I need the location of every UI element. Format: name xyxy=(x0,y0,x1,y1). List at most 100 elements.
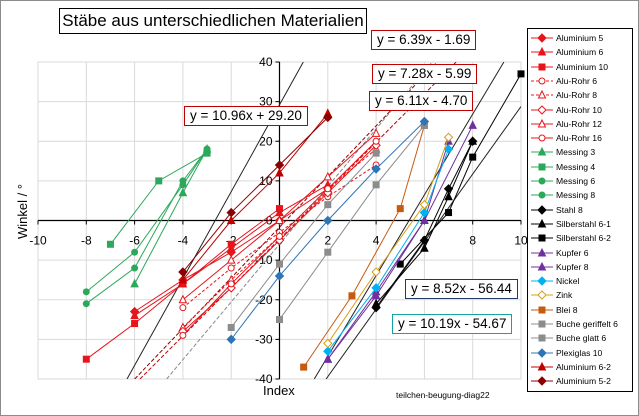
data-point xyxy=(179,331,187,339)
x-tick-label: 8 xyxy=(469,234,476,248)
y-tick-label: 20 xyxy=(259,134,273,148)
data-point xyxy=(371,283,381,293)
legend-marker xyxy=(537,104,547,115)
legend-marker xyxy=(538,77,546,85)
legend-item: Aluminium 10 xyxy=(528,61,632,73)
data-point xyxy=(323,346,333,356)
data-point xyxy=(444,191,453,201)
data-point xyxy=(396,205,404,213)
data-point xyxy=(468,136,478,145)
legend-marker xyxy=(537,376,547,386)
legend-swatch xyxy=(531,191,553,199)
data-point xyxy=(324,185,332,193)
legend-marker xyxy=(537,218,547,228)
series-line xyxy=(86,148,208,305)
series-11 xyxy=(82,145,211,308)
legend-item: Alu-Rohr 12 xyxy=(528,118,632,130)
y-tick-label: -30 xyxy=(255,332,273,346)
legend-label: Blei 8 xyxy=(556,304,578,315)
legend-label: Kupfer 8 xyxy=(556,261,589,272)
legend-label: Zink xyxy=(556,290,573,301)
data-point xyxy=(179,304,187,312)
data-point xyxy=(372,149,380,157)
legend-marker xyxy=(537,276,547,286)
legend-marker xyxy=(538,334,546,342)
data-point xyxy=(371,128,381,137)
legend-label: Messing 3 xyxy=(556,147,596,158)
legend-swatch xyxy=(531,306,553,314)
x-tick-label: -2 xyxy=(226,234,237,248)
legend-label: Aluminium 6-2 xyxy=(556,361,611,372)
series-line xyxy=(230,152,377,328)
series-21 xyxy=(227,149,380,331)
legend-swatch xyxy=(531,33,553,43)
legend-item: Messing 8 xyxy=(528,189,632,201)
data-point xyxy=(106,240,114,248)
legend-item: Aluminium 6-2 xyxy=(528,361,632,373)
legend-marker xyxy=(538,134,546,142)
legend-label: Stahl 8 xyxy=(556,204,583,215)
legend-marker xyxy=(538,306,546,314)
chart-title: Stäbe aus unterschiedlichen Materialien xyxy=(59,8,367,34)
legend-label: Aluminium 5-2 xyxy=(556,376,611,387)
legend-item: Plexiglas 10 xyxy=(528,347,632,359)
legend-item: Kupfer 6 xyxy=(528,247,632,259)
y-tick-label: -40 xyxy=(255,372,273,386)
legend-swatch xyxy=(531,376,553,386)
x-tick-label: 10 xyxy=(514,234,528,248)
series-line xyxy=(327,125,474,360)
legend-swatch xyxy=(531,320,553,328)
legend-swatch xyxy=(531,276,553,286)
legend-label: Messing 8 xyxy=(556,190,596,201)
chart-footnote: teilchen-beugung-diag22 xyxy=(396,390,490,400)
series-line xyxy=(279,125,425,320)
trendline-equation-6: y = 10.19x - 54.67 xyxy=(392,314,513,334)
legend-label: Silberstahl 6-2 xyxy=(556,233,611,244)
legend-label: Alu-Rohr 12 xyxy=(556,118,602,129)
legend-marker xyxy=(538,320,546,328)
legend-label: Silberstahl 6-1 xyxy=(556,218,611,229)
y-tick-label: 40 xyxy=(259,55,273,69)
legend-label: Aluminium 5 xyxy=(556,33,604,43)
data-point xyxy=(178,267,188,277)
legend-marker xyxy=(538,163,546,171)
legend-item: Aluminium 5-2 xyxy=(528,375,632,387)
data-point xyxy=(131,320,139,328)
legend-swatch xyxy=(531,261,553,271)
legend-item: Aluminium 6 xyxy=(528,46,632,58)
series-line xyxy=(85,148,208,293)
legend-item: Aluminium 5 xyxy=(528,32,632,44)
data-point xyxy=(323,171,333,181)
legend-swatch xyxy=(531,90,553,99)
data-point xyxy=(445,209,453,217)
data-point xyxy=(178,294,188,304)
y-tick-label: 10 xyxy=(259,174,273,188)
data-point xyxy=(131,248,139,256)
legend-swatch xyxy=(531,118,553,128)
data-point xyxy=(82,355,90,363)
legend-swatch xyxy=(531,134,553,142)
series-line xyxy=(327,137,450,344)
trendline-1 xyxy=(134,62,438,379)
legend-swatch xyxy=(531,63,553,71)
series-14 xyxy=(396,70,525,268)
legend-item: Zink xyxy=(528,289,632,301)
data-point xyxy=(275,215,284,224)
legend-swatch xyxy=(531,234,553,242)
legend-marker xyxy=(538,177,546,185)
legend-item: Buche glatt 6 xyxy=(528,332,632,344)
series-23 xyxy=(178,108,333,284)
legend-item: Blei 8 xyxy=(528,304,632,316)
legend-label: Alu-Rohr 10 xyxy=(556,104,602,115)
x-tick-label: -4 xyxy=(178,234,189,248)
legend-label: Buche glatt 6 xyxy=(556,333,607,344)
legend-item: Alu-Rohr 10 xyxy=(528,104,632,116)
data-point xyxy=(226,207,236,218)
x-tick-label: 2 xyxy=(324,234,331,248)
data-point xyxy=(276,205,283,213)
y-axis-title: Winkel / ° xyxy=(15,183,30,239)
legend-marker xyxy=(537,290,547,301)
data-point xyxy=(348,292,356,300)
series-line xyxy=(399,73,522,265)
data-point xyxy=(274,271,285,281)
